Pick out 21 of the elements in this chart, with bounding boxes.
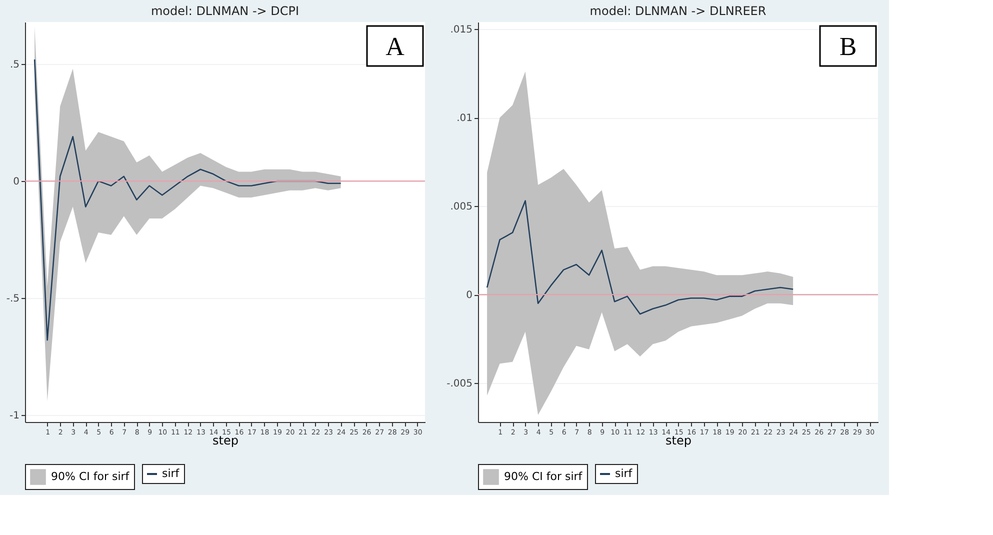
annotation: B [839, 32, 857, 61]
y-tick-label: -.005 [446, 378, 472, 390]
line-series [34, 58, 342, 341]
y-tick-label: 0 [13, 176, 20, 188]
chart-title: model: DLNMAN -> DLNREER [590, 4, 766, 18]
text: 90% CI for sirf [504, 470, 584, 483]
y-tick-label: -.5 [6, 294, 20, 305]
text: 90% CI for sirf [51, 470, 130, 483]
x-axis-title: step [666, 434, 692, 448]
y-tick-label: .5 [10, 60, 20, 71]
chart-title: model: DLNMAN -> DCPI [150, 4, 300, 18]
annotation: A [386, 32, 405, 61]
legend-label: sirf [162, 467, 180, 480]
y-tick-label: -1 [10, 410, 20, 422]
legend-label: sirf [615, 467, 634, 480]
y-tick-label: 0 [466, 290, 472, 302]
line-series [486, 200, 794, 315]
y-tick-label: .015 [450, 24, 472, 36]
x-axis-title: step [212, 434, 238, 448]
y-tick-label: .01 [456, 113, 472, 124]
y-tick-label: .005 [450, 202, 472, 213]
